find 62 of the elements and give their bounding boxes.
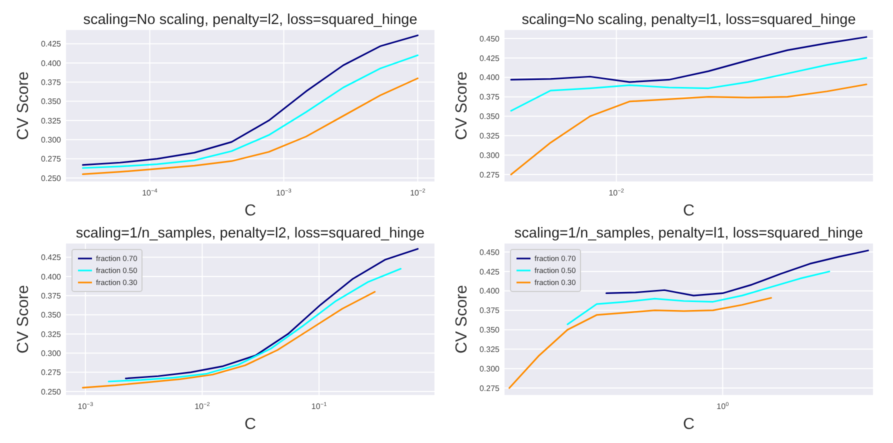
x-tick-label: 10$^{0}$ — [716, 402, 729, 411]
y-tick-label: 0.300 — [40, 348, 62, 358]
x-axis-title: C — [244, 416, 256, 433]
x-tick-label: 10$^{−2}$ — [410, 188, 426, 198]
y-tick-label: 0.400 — [40, 58, 62, 68]
y-tick-label: 0.375 — [40, 78, 62, 87]
x-axis-title: C — [682, 416, 695, 433]
y-tick-label: 0.375 — [40, 291, 62, 300]
x-tick-label: 10$^{−3}$ — [78, 402, 94, 411]
y-tick-label: 0.425 — [479, 267, 500, 276]
y-tick-label: 0.250 — [40, 387, 62, 396]
y-tick-label: 0.275 — [479, 170, 500, 180]
y-tick-label: 0.375 — [479, 306, 500, 316]
line-series — [606, 250, 869, 296]
line-series — [510, 84, 868, 176]
x-tick-label: 10$^{−4}$ — [142, 188, 158, 198]
x-axis-title: C — [244, 202, 256, 220]
chart-title: scaling=1/n_samples, penalty=l2, loss=squared_hinge — [76, 226, 425, 242]
line-series — [82, 54, 419, 169]
y-tick-label: 0.300 — [479, 364, 500, 374]
y-tick-label: 0.325 — [479, 344, 500, 354]
y-tick-label: 0.350 — [40, 97, 62, 106]
chart-title: scaling=No scaling, penalty=l2, loss=squared_hinge — [83, 12, 418, 28]
y-tick-label: 0.250 — [40, 174, 62, 183]
y-tick-label: 0.350 — [40, 310, 62, 320]
y-tick-label: 0.425 — [40, 40, 62, 49]
line-series — [124, 248, 419, 380]
chart-title: scaling=No scaling, penalty=l1, loss=squared_hinge — [522, 12, 856, 28]
y-axis-title: CV Score — [454, 71, 470, 140]
y-tick-label: 0.425 — [479, 54, 500, 63]
line-series — [508, 297, 772, 389]
y-tick-label: 0.275 — [40, 368, 62, 378]
x-tick-label: 10$^{−1}$ — [311, 402, 327, 411]
y-axis-title: CV Score — [15, 284, 32, 354]
y-tick-label: 0.400 — [479, 73, 500, 82]
x-tick-label: 10$^{−2}$ — [194, 402, 210, 411]
y-tick-label: 0.350 — [479, 326, 500, 335]
line-series — [82, 34, 419, 166]
y-tick-label: 0.400 — [40, 272, 62, 282]
x-tick-label: 10$^{−3}$ — [276, 188, 292, 198]
y-tick-label: 0.325 — [479, 131, 500, 140]
y-axis-title: CV Score — [15, 71, 32, 140]
line-series — [510, 36, 868, 83]
y-tick-label: 0.450 — [479, 34, 500, 44]
line-series — [510, 57, 868, 112]
y-tick-label: 0.450 — [479, 248, 500, 257]
y-tick-label: 0.375 — [479, 92, 500, 102]
y-tick-label: 0.325 — [40, 330, 62, 339]
y-tick-label: 0.325 — [40, 116, 62, 126]
line-series — [82, 78, 419, 175]
x-tick-label: 10$^{−2}$ — [608, 188, 624, 198]
y-tick-label: 0.300 — [479, 150, 500, 160]
y-axis-title: CV Score — [454, 284, 470, 354]
line-series — [82, 291, 376, 388]
y-tick-label: 0.300 — [40, 135, 62, 144]
y-tick-label: 0.400 — [479, 286, 500, 296]
y-tick-label: 0.275 — [479, 384, 500, 393]
y-tick-label: 0.350 — [479, 112, 500, 122]
chart-title: scaling=1/n_samples, penalty=l1, loss=squared_hinge — [514, 226, 864, 242]
y-tick-label: 0.425 — [40, 253, 62, 262]
y-tick-label: 0.275 — [40, 154, 62, 164]
x-axis-title: C — [682, 202, 695, 220]
